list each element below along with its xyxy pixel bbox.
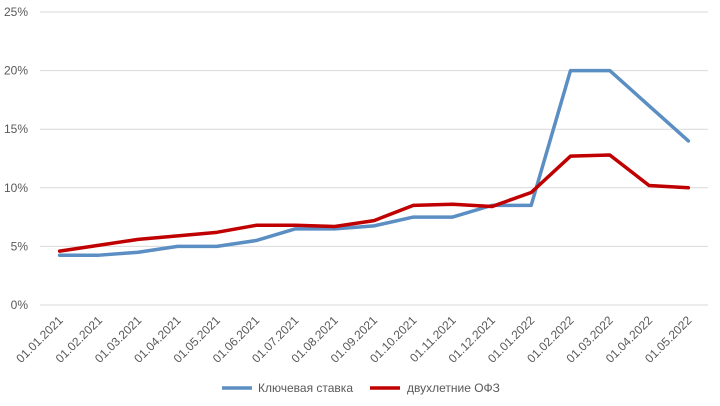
y-tick-label: 5% — [11, 239, 29, 253]
y-tick-label: 15% — [4, 122, 28, 136]
x-axis-ticks: 01.01.202101.02.202101.03.202101.04.2021… — [13, 313, 694, 366]
y-tick-label: 10% — [4, 181, 28, 195]
legend: Ключевая ставка двухлетние ОФЗ — [222, 381, 500, 395]
y-tick-label: 20% — [4, 64, 28, 78]
series-line-2 — [57, 153, 691, 253]
y-tick-label: 25% — [4, 5, 28, 19]
series — [57, 68, 691, 257]
y-axis-ticks: 0% 5% 10% 15% 20% 25% — [4, 5, 28, 312]
grid — [40, 11, 708, 306]
series-line-1 — [57, 68, 691, 257]
legend-label: Ключевая ставка — [258, 381, 353, 395]
legend-label: двухлетние ОФЗ — [407, 381, 500, 395]
y-tick-label: 0% — [11, 298, 29, 312]
